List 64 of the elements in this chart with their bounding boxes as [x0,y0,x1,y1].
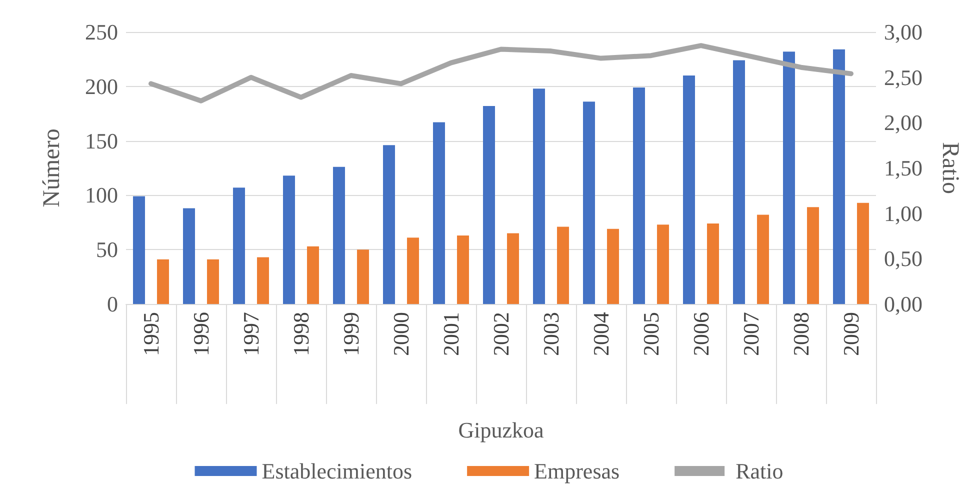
bar [807,207,819,304]
bar [383,145,395,304]
y2-tick-label: 0,00 [884,292,922,316]
x-tick-label: 2004 [588,312,614,356]
y2-tick-label: 2,50 [884,64,922,90]
x-tick-label: 2002 [488,312,514,356]
bar [257,257,269,304]
bar [157,259,169,304]
x-tick-label: 2007 [738,312,764,356]
bar [233,188,245,304]
y-tick-label: 200 [85,74,118,99]
bar [133,196,145,304]
x-tick-label: 1998 [288,312,314,356]
bar [483,106,495,304]
x-tick-label: 2009 [838,312,864,356]
bar [207,259,219,304]
bar [307,246,319,304]
y2-tick-label: 2,00 [884,110,922,136]
bar [557,226,569,304]
x-axis-title: Gipuzkoa [458,418,544,442]
bar [433,122,445,304]
x-tick-label: 1996 [188,312,214,356]
bar [783,52,795,304]
y-tick-label: 0 [107,292,118,316]
y-tick-label: 250 [85,20,118,44]
bar [407,238,419,304]
y-tick-label: 150 [85,128,118,154]
y2-tick-label: 0,50 [884,246,922,272]
y2-tick-label: 3,00 [884,20,922,44]
legend-label: Empresas [534,458,620,484]
x-tick-label: 1999 [338,312,364,356]
x-tick-label: 2008 [788,312,814,356]
y2-tick-label: 1,50 [884,156,922,180]
x-tick-label: 2006 [688,312,714,356]
bar [357,250,369,304]
bar [657,224,669,304]
bar [707,223,719,304]
y-tick-label: 100 [85,182,118,208]
legend-label: Establecimientos [262,458,412,484]
bar [757,214,769,304]
bar [457,235,469,304]
x-tick-label: 1995 [138,312,164,356]
y-axis-title: Número [39,128,65,208]
x-tick-label: 2000 [388,312,414,356]
y2-tick-label: 1,00 [884,200,922,226]
y2-axis-title: Ratio [937,142,963,194]
bar [333,166,345,304]
bar [833,49,845,304]
x-tick-label: 2001 [438,312,464,356]
bar [733,60,745,304]
bar [533,88,545,304]
legend-label: Ratio [736,458,784,484]
x-tick-label: 2005 [638,312,664,356]
bar [283,176,295,304]
x-tick-label: 1997 [238,312,264,356]
bar [633,87,645,304]
bar [183,208,195,304]
bar [507,233,519,304]
bar [857,202,869,304]
bar [683,76,695,304]
bar [583,102,595,304]
bar [607,228,619,304]
y-tick-label: 50 [96,237,118,262]
x-tick-label: 2003 [538,312,564,356]
